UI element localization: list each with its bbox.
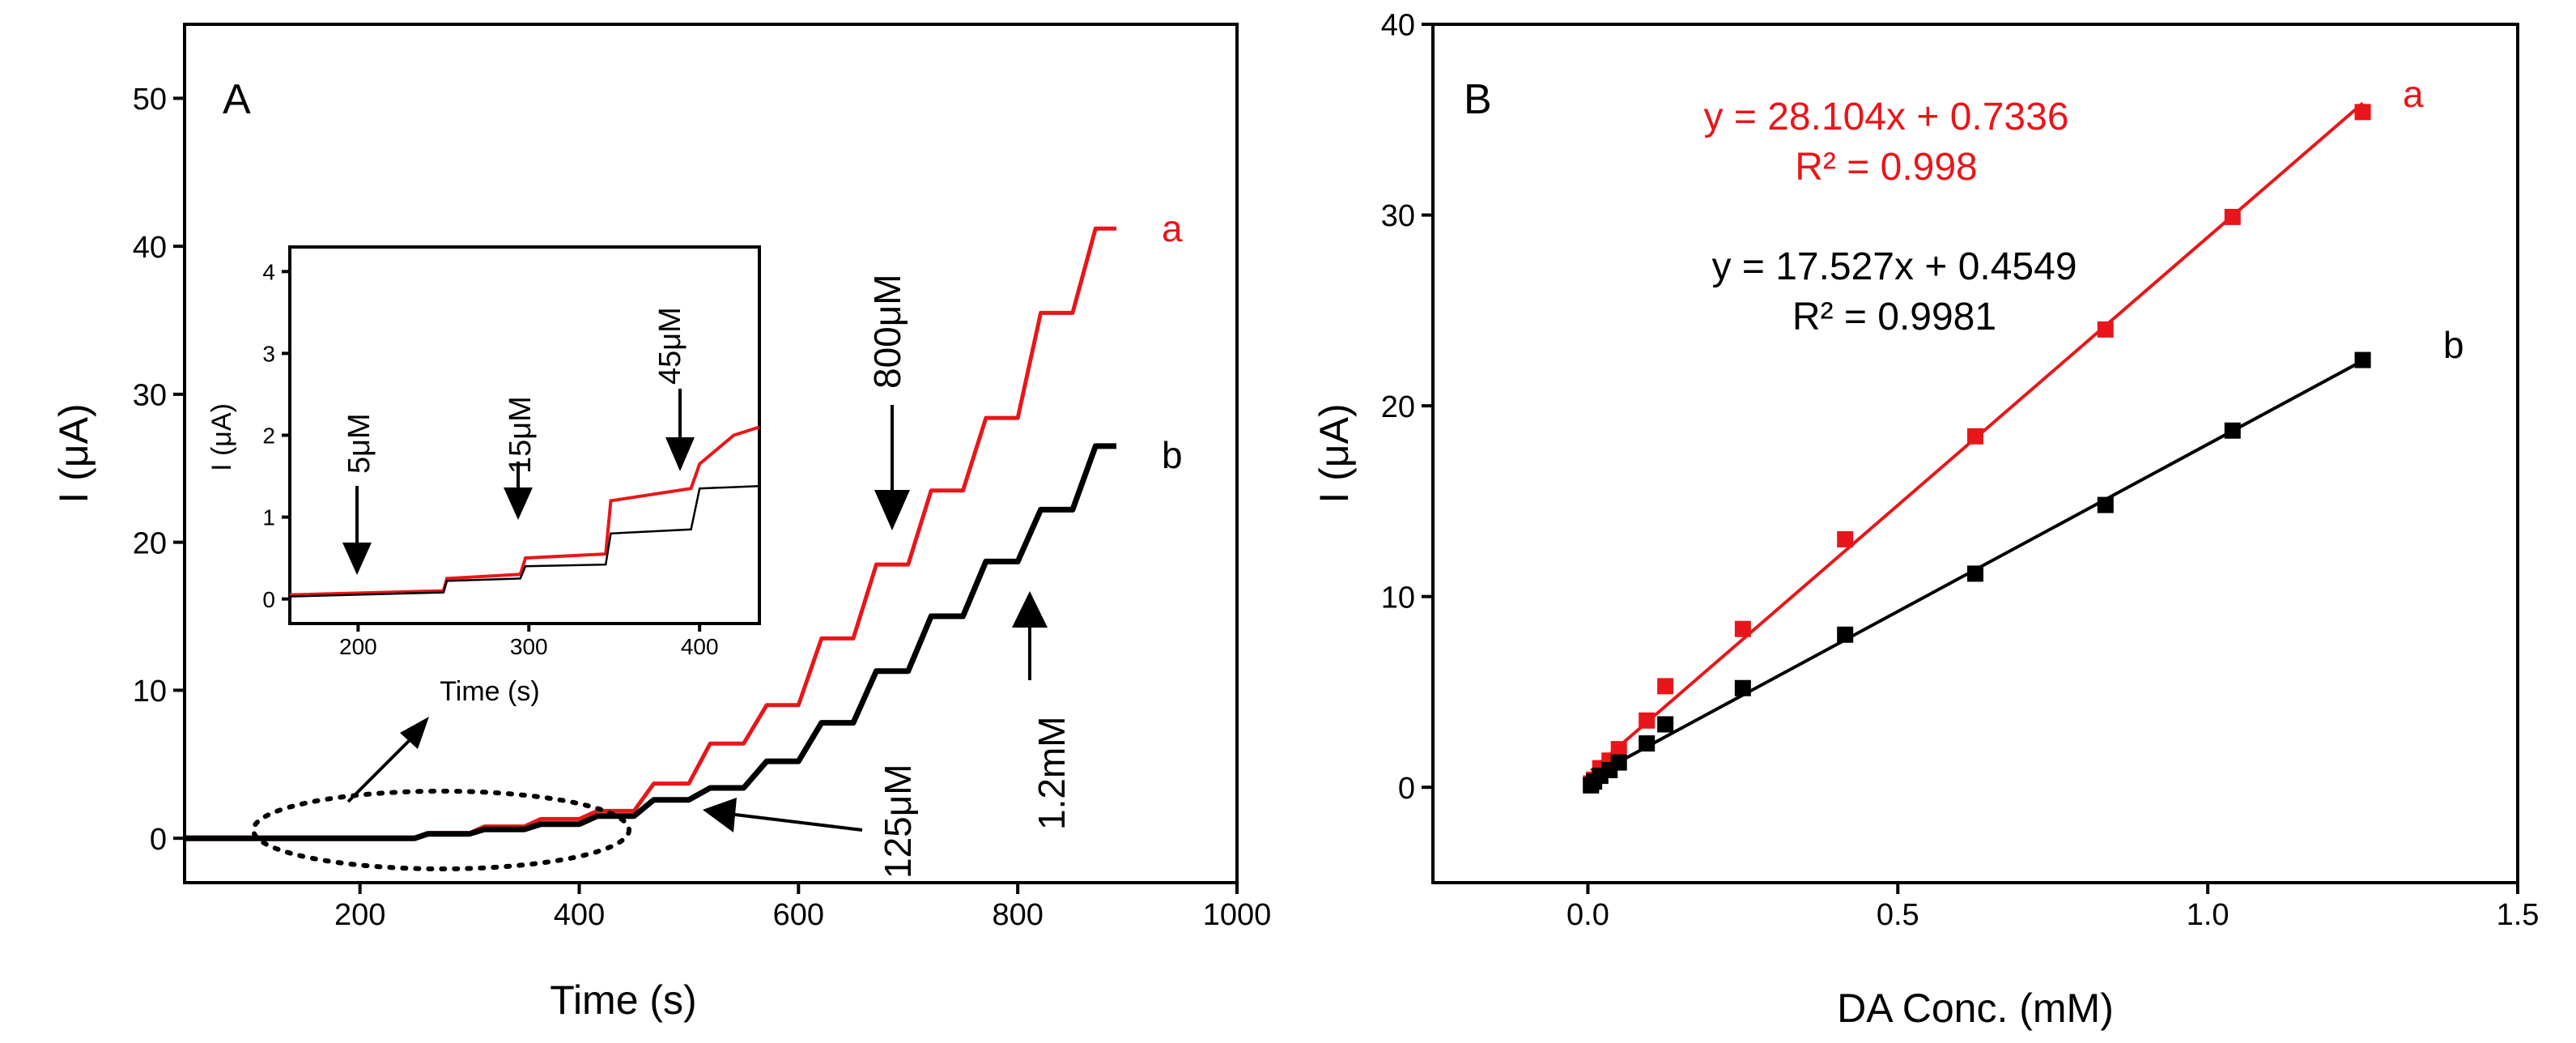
panel-b-series-a-label: a <box>2403 73 2424 115</box>
y-tick-label: 1 <box>262 505 275 530</box>
data-point-b <box>1639 735 1656 752</box>
fit-equation-a: y = 28.104x + 0.7336 <box>1703 96 2068 138</box>
panel-a-series-line-b <box>185 443 1116 841</box>
y-tick-label: 40 <box>1381 9 1415 43</box>
y-tick-label: 0 <box>262 587 275 612</box>
fit-equation-b: y = 17.527x + 0.4549 <box>1711 245 2077 288</box>
annotation-1-2mM: 1.2mM <box>1012 591 1073 830</box>
inset-annotation-15uM-text: 15μM <box>504 396 538 474</box>
y-tick-label: 30 <box>1381 199 1415 233</box>
data-point-b <box>2354 351 2371 368</box>
annotation-125uM: 125μM <box>703 764 919 879</box>
data-point-a <box>2224 208 2241 225</box>
zoom-region-ellipse <box>251 789 631 871</box>
panel-a-xlabel: Time (s) <box>550 977 696 1023</box>
fit-r2-a: R² = 0.998 <box>1795 146 1977 189</box>
annotation-1-2mM-arrowhead <box>1012 591 1048 628</box>
data-point-b <box>2097 496 2114 513</box>
annotation-125uM-text: 125μM <box>877 764 919 879</box>
panel-a-ylabel: I (μA) <box>51 403 96 503</box>
x-tick-label: 200 <box>334 898 385 932</box>
y-tick-label: 40 <box>133 231 167 265</box>
panel-a-frame <box>183 23 1239 884</box>
y-tick-label: 20 <box>133 526 167 560</box>
data-point-b <box>1837 626 1854 643</box>
data-point-b <box>1657 716 1674 733</box>
inset-annotation-15uM: 15μM <box>504 396 538 520</box>
zoom-pointer-line <box>346 739 410 803</box>
data-point-b <box>1967 565 1983 582</box>
data-point-b <box>1734 679 1751 696</box>
x-tick-label: 200 <box>339 634 377 659</box>
zoom-pointer-arrowhead <box>400 717 429 749</box>
x-tick-label: 1.5 <box>2497 898 2540 932</box>
panel-b-ylabel: I (μA) <box>1311 403 1357 503</box>
panel-b-series-b-label: b <box>2443 324 2464 366</box>
panel-b-xlabel: DA Conc. (mM) <box>1837 986 2114 1031</box>
panel-a-series-b-label: b <box>1162 434 1183 476</box>
panel-b-frame <box>1431 23 2519 884</box>
data-point-b <box>1610 754 1627 771</box>
x-tick-label: 300 <box>510 634 548 659</box>
y-tick-label: 50 <box>133 83 167 117</box>
x-tick-label: 800 <box>992 898 1043 932</box>
x-tick-label: 400 <box>554 898 605 932</box>
x-tick-label: 600 <box>773 898 824 932</box>
inset-annotation-5uM: 5μM <box>342 413 376 575</box>
annotation-125uM-arrow <box>728 812 863 832</box>
inset-annotation-5uM-text: 5μM <box>342 413 376 474</box>
x-tick-label: 1000 <box>1203 898 1272 932</box>
data-point-a <box>1657 678 1674 695</box>
panel-a-series-a-label: a <box>1162 207 1183 249</box>
panel-a-label: A <box>223 76 251 123</box>
data-point-a <box>1967 428 1983 445</box>
y-tick-label: 10 <box>1381 581 1415 615</box>
inset-annotation-45uM: 45μM <box>653 307 695 471</box>
inset-series <box>289 425 760 598</box>
inset-annotation-5uM-arrowhead <box>342 543 372 575</box>
fit-r2-b: R² = 0.9981 <box>1792 296 1996 338</box>
annotation-800uM: 800μM <box>866 274 910 530</box>
panel-b-label: B <box>1464 76 1492 123</box>
inset-ylabel: I (μA) <box>206 403 237 471</box>
panel-b-series <box>1583 101 2371 794</box>
panel-b-ticks: 0.0 0.5 1.0 1.5 0 10 20 30 40 <box>1381 9 2540 932</box>
data-point-a <box>2097 321 2114 338</box>
inset-annotation-15uM-arrowhead <box>504 487 533 520</box>
data-point-a <box>1610 741 1627 758</box>
y-tick-label: 20 <box>1381 390 1415 424</box>
inset-series-line-b <box>289 484 760 598</box>
inset-xlabel: Time (s) <box>440 676 539 707</box>
annotation-800uM-text: 800μM <box>866 274 908 389</box>
panel-a-series <box>185 226 1116 841</box>
y-tick-label: 4 <box>262 259 275 284</box>
x-tick-label: 0.5 <box>1877 898 1919 932</box>
inset-annotation-45uM-text: 45μM <box>653 307 687 385</box>
data-point-a <box>1639 712 1656 729</box>
y-tick-label: 2 <box>262 424 275 449</box>
x-tick-label: 1.0 <box>2187 898 2230 932</box>
x-tick-label: 400 <box>681 634 719 659</box>
y-tick-label: 30 <box>133 379 167 413</box>
data-point-a <box>1837 531 1854 547</box>
annotation-1-2mM-text: 1.2mM <box>1031 716 1073 830</box>
y-tick-label: 0 <box>150 823 167 857</box>
annotation-800uM-arrowhead <box>874 490 910 530</box>
panel-a-series-line-a <box>185 226 1116 840</box>
data-point-a <box>1734 620 1751 637</box>
data-point-b <box>2224 422 2241 439</box>
inset-annotation-45uM-arrowhead <box>665 437 695 471</box>
annotation-125uM-arrowhead <box>703 798 737 832</box>
y-tick-label: 0 <box>1398 772 1415 806</box>
y-tick-label: 3 <box>262 341 275 366</box>
data-point-a <box>2354 104 2371 121</box>
inset-ticks: 200 300 400 0 1 2 3 4 <box>262 259 718 659</box>
x-tick-label: 0.0 <box>1566 898 1609 932</box>
y-tick-label: 10 <box>133 675 167 709</box>
